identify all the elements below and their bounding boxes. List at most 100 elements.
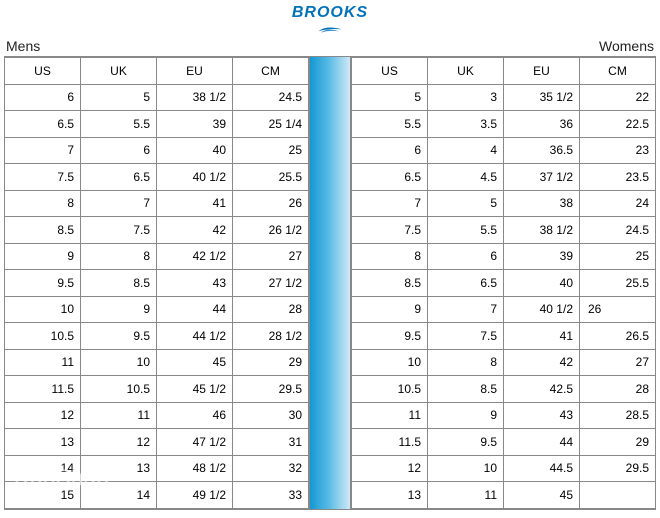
mens-cm-cell: 27 1/2	[233, 270, 309, 297]
col-cm: CM	[233, 58, 309, 85]
mens-eu-cell: 42 1/2	[157, 243, 233, 270]
table-row: 7.56.540 1/225.5	[5, 164, 309, 191]
womens-uk-cell: 10	[428, 455, 504, 482]
womens-cm-cell: 25	[580, 243, 656, 270]
brand-header: BROOKS	[4, 4, 656, 40]
womens-uk-cell: 5	[428, 190, 504, 217]
section-labels: Mens Womens	[4, 38, 656, 56]
womens-us-cell: 5.5	[352, 111, 428, 138]
mens-uk-cell: 5	[81, 84, 157, 111]
mens-uk-cell: 13	[81, 455, 157, 482]
womens-uk-cell: 3	[428, 84, 504, 111]
womens-us-cell: 9	[352, 296, 428, 323]
table-row: 5335 1/222	[352, 84, 656, 111]
mens-header-row: US UK EU CM	[5, 58, 309, 85]
mens-cm-cell: 26	[233, 190, 309, 217]
mens-eu-cell: 38 1/2	[157, 84, 233, 111]
mens-us-cell: 8	[5, 190, 81, 217]
womens-eu-cell: 38	[504, 190, 580, 217]
womens-table: US UK EU CM 5335 1/2225.53.53622.56436.5…	[351, 57, 656, 509]
mens-us-cell: 9.5	[5, 270, 81, 297]
mens-us-cell: 11.5	[5, 376, 81, 403]
womens-eu-cell: 37 1/2	[504, 164, 580, 191]
col-cm: CM	[580, 58, 656, 85]
table-row: 11.510.545 1/229.5	[5, 376, 309, 403]
womens-eu-cell: 42	[504, 349, 580, 376]
womens-us-cell: 13	[352, 482, 428, 509]
table-row: 1194328.5	[352, 402, 656, 429]
mens-cm-cell: 30	[233, 402, 309, 429]
mens-cm-cell: 32	[233, 455, 309, 482]
womens-uk-cell: 8	[428, 349, 504, 376]
brand-name: BROOKS	[292, 4, 368, 21]
table-row: 1094428	[5, 296, 309, 323]
mens-uk-cell: 5.5	[81, 111, 157, 138]
col-uk: UK	[428, 58, 504, 85]
size-chart-container: BROOKS Mens Womens US UK EU CM 6538 1/22…	[0, 0, 660, 518]
table-row: 1084227	[352, 349, 656, 376]
womens-eu-cell: 38 1/2	[504, 217, 580, 244]
mens-cm-cell: 29.5	[233, 376, 309, 403]
table-row: 6.55.53925 1/4	[5, 111, 309, 138]
mens-eu-cell: 45	[157, 349, 233, 376]
table-row: 874126	[5, 190, 309, 217]
mens-eu-cell: 44 1/2	[157, 323, 233, 350]
mens-eu-cell: 48 1/2	[157, 455, 233, 482]
table-row: 131247 1/231	[5, 429, 309, 456]
table-row: 10.59.544 1/228 1/2	[5, 323, 309, 350]
mens-us-cell: 6	[5, 84, 81, 111]
table-row: 9842 1/227	[5, 243, 309, 270]
womens-us-cell: 11.5	[352, 429, 428, 456]
womens-eu-cell: 41	[504, 323, 580, 350]
womens-eu-cell: 45	[504, 482, 580, 509]
mens-eu-cell: 41	[157, 190, 233, 217]
womens-uk-cell: 9	[428, 402, 504, 429]
col-us: US	[352, 58, 428, 85]
womens-cm-cell: 24	[580, 190, 656, 217]
mens-uk-cell: 6.5	[81, 164, 157, 191]
table-row: 5.53.53622.5	[352, 111, 656, 138]
table-row: 151449 1/233	[5, 482, 309, 509]
col-eu: EU	[504, 58, 580, 85]
mens-cm-cell: 31	[233, 429, 309, 456]
mens-eu-cell: 47 1/2	[157, 429, 233, 456]
mens-us-cell: 15	[5, 482, 81, 509]
table-row: 12114630	[5, 402, 309, 429]
womens-uk-cell: 9.5	[428, 429, 504, 456]
table-row: 753824	[352, 190, 656, 217]
womens-us-cell: 6.5	[352, 164, 428, 191]
womens-cm-cell: 25.5	[580, 270, 656, 297]
mens-eu-cell: 40	[157, 137, 233, 164]
center-divider	[309, 57, 351, 509]
mens-uk-cell: 11	[81, 402, 157, 429]
womens-eu-cell: 35 1/2	[504, 84, 580, 111]
table-row: 764025	[5, 137, 309, 164]
womens-uk-cell: 11	[428, 482, 504, 509]
womens-cm-cell: 27	[580, 349, 656, 376]
mens-cm-cell: 28	[233, 296, 309, 323]
mens-uk-cell: 12	[81, 429, 157, 456]
mens-eu-cell: 40 1/2	[157, 164, 233, 191]
mens-uk-cell: 7.5	[81, 217, 157, 244]
table-row: 11104529	[5, 349, 309, 376]
table-row: 9740 1/226	[352, 296, 656, 323]
womens-us-cell: 8	[352, 243, 428, 270]
mens-cm-cell: 24.5	[233, 84, 309, 111]
mens-uk-cell: 8	[81, 243, 157, 270]
womens-us-cell: 5	[352, 84, 428, 111]
mens-us-cell: 7.5	[5, 164, 81, 191]
womens-cm-cell: 23	[580, 137, 656, 164]
womens-eu-cell: 40	[504, 270, 580, 297]
table-row: 121044.529.5	[352, 455, 656, 482]
mens-eu-cell: 45 1/2	[157, 376, 233, 403]
mens-label: Mens	[6, 38, 40, 54]
womens-us-cell: 9.5	[352, 323, 428, 350]
table-row: 8.57.54226 1/2	[5, 217, 309, 244]
womens-eu-cell: 44.5	[504, 455, 580, 482]
mens-eu-cell: 46	[157, 402, 233, 429]
mens-us-cell: 8.5	[5, 217, 81, 244]
mens-us-cell: 10	[5, 296, 81, 323]
brand-swoosh-icon	[317, 25, 343, 35]
womens-cm-cell: 29	[580, 429, 656, 456]
womens-uk-cell: 7	[428, 296, 504, 323]
